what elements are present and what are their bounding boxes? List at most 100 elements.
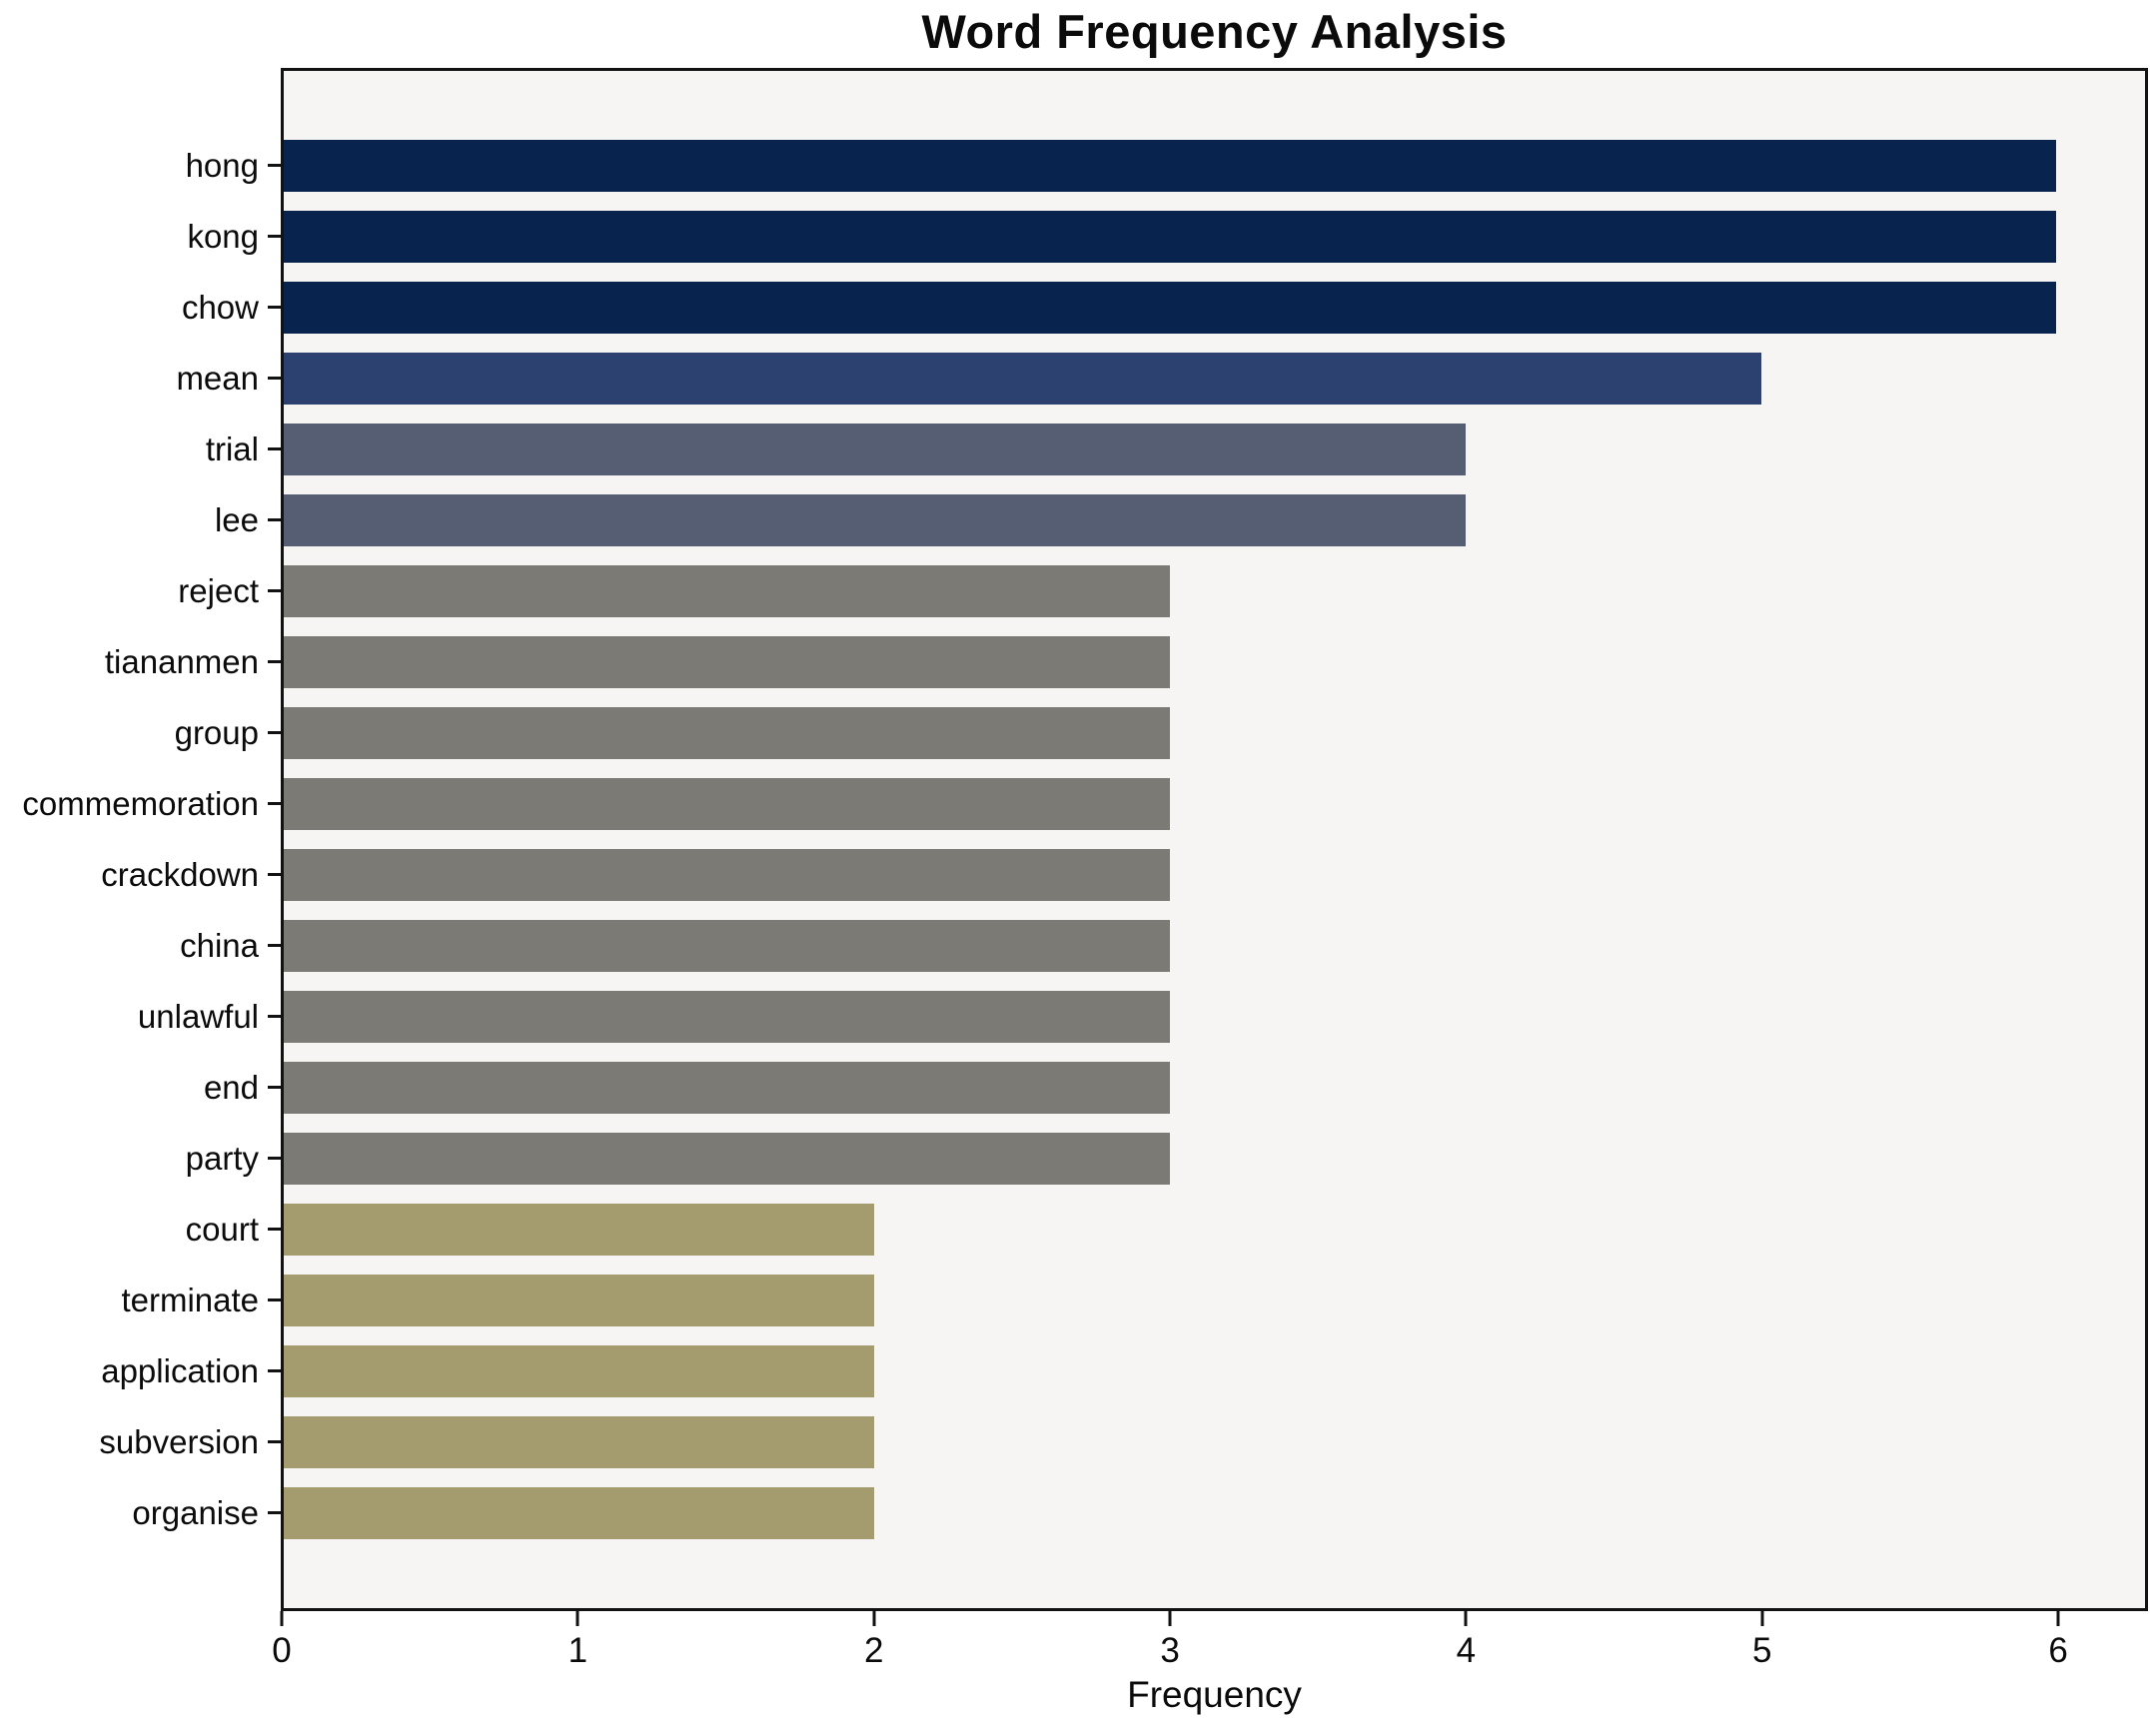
x-tick-label: 5 [1752,1631,1772,1670]
frequency-bar [284,1133,1171,1185]
y-tick-label: reject [178,571,259,609]
y-tick-mark [268,1298,281,1301]
y-label-row: application [0,1335,281,1406]
bar-row [284,839,2145,910]
bar-row [284,1052,2145,1123]
y-tick-mark [268,164,281,167]
y-tick-mark [268,1086,281,1089]
y-tick-mark [268,731,281,734]
y-tick-label: mean [176,359,259,397]
x-axis-label: Frequency [1127,1674,1302,1715]
bar-row [284,272,2145,343]
y-tick-label: subversion [99,1422,259,1460]
y-label-row: terminate [0,1265,281,1335]
y-tick-mark [268,1157,281,1160]
y-tick-mark [268,518,281,521]
bar-row [284,910,2145,981]
y-tick-mark [268,1015,281,1018]
frequency-bar [284,1062,1171,1114]
y-tick-label: kong [187,217,259,255]
y-tick-mark [268,377,281,380]
y-tick-mark [268,1228,281,1231]
frequency-bar [284,1204,875,1256]
frequency-bar [284,707,1171,759]
x-tick-mark [1464,1611,1468,1626]
y-label-row: court [0,1194,281,1265]
y-tick-mark [268,447,281,450]
y-tick-label: commemoration [22,784,259,822]
frequency-bar [284,211,2057,263]
frequency-bar [284,140,2057,192]
bar-row [284,1406,2145,1477]
y-label-row: commemoration [0,768,281,839]
bar-row [284,1335,2145,1406]
bar-row [284,697,2145,768]
y-tick-label: china [180,926,259,964]
bars-container [284,130,2145,1548]
y-label-row: end [0,1052,281,1123]
y-tick-label: end [203,1068,259,1106]
y-tick-mark [268,802,281,805]
x-tick-label: 6 [2048,1631,2068,1670]
y-tick-label: crackdown [101,855,259,893]
y-label-row: kong [0,201,281,272]
y-label-row: reject [0,555,281,626]
y-tick-mark [268,306,281,309]
bar-row [284,201,2145,272]
frequency-bar [284,494,1466,546]
frequency-bar [284,565,1171,617]
bar-row [284,343,2145,414]
frequency-bar [284,282,2057,334]
y-tick-mark [268,1511,281,1514]
frequency-bar [284,1487,875,1539]
x-tick-mark [872,1611,876,1626]
y-tick-label: lee [214,500,259,538]
x-tick-label: 3 [1160,1631,1180,1670]
y-label-row: lee [0,484,281,555]
x-tick-mark [575,1611,579,1626]
y-tick-mark [268,944,281,947]
frequency-bar [284,353,1761,405]
x-tick-label: 0 [272,1631,292,1670]
chart-title: Word Frequency Analysis [921,5,1508,58]
y-tick-label: application [101,1351,259,1389]
y-tick-mark [268,660,281,663]
x-tick-label: 2 [863,1631,884,1670]
frequency-bar [284,1275,875,1326]
frequency-bar [284,920,1171,972]
y-tick-mark [268,1369,281,1372]
bar-row [284,1477,2145,1548]
y-tick-label: hong [185,146,259,184]
y-tick-label: unlawful [137,997,259,1035]
y-label-row: group [0,697,281,768]
frequency-bar [284,636,1171,688]
y-label-row: chow [0,272,281,343]
y-tick-label: chow [181,288,259,326]
y-label-row: crackdown [0,839,281,910]
x-tick-mark [2056,1611,2060,1626]
y-tick-label: tiananmen [104,642,259,680]
frequency-bar [284,778,1171,830]
y-tick-mark [268,235,281,238]
x-tick-mark [1760,1611,1764,1626]
y-label-row: subversion [0,1406,281,1477]
frequency-bar [284,991,1171,1043]
bar-row [284,1265,2145,1335]
frequency-bar [284,1345,875,1397]
frequency-bar [284,424,1466,475]
x-tick-label: 4 [1456,1631,1477,1670]
x-tick-label: 1 [567,1631,588,1670]
y-tick-label: terminate [121,1281,259,1318]
bar-row [284,1194,2145,1265]
y-label-row: unlawful [0,981,281,1052]
y-tick-mark [268,1440,281,1443]
bar-row [284,414,2145,484]
frequency-bar [284,1416,875,1468]
x-axis: 0 1 2 3 4 5 6 [272,1611,2147,1681]
y-label-row: trial [0,414,281,484]
y-label-row: hong [0,130,281,201]
x-tick-mark [1168,1611,1172,1626]
bar-row [284,981,2145,1052]
bar-row [284,768,2145,839]
